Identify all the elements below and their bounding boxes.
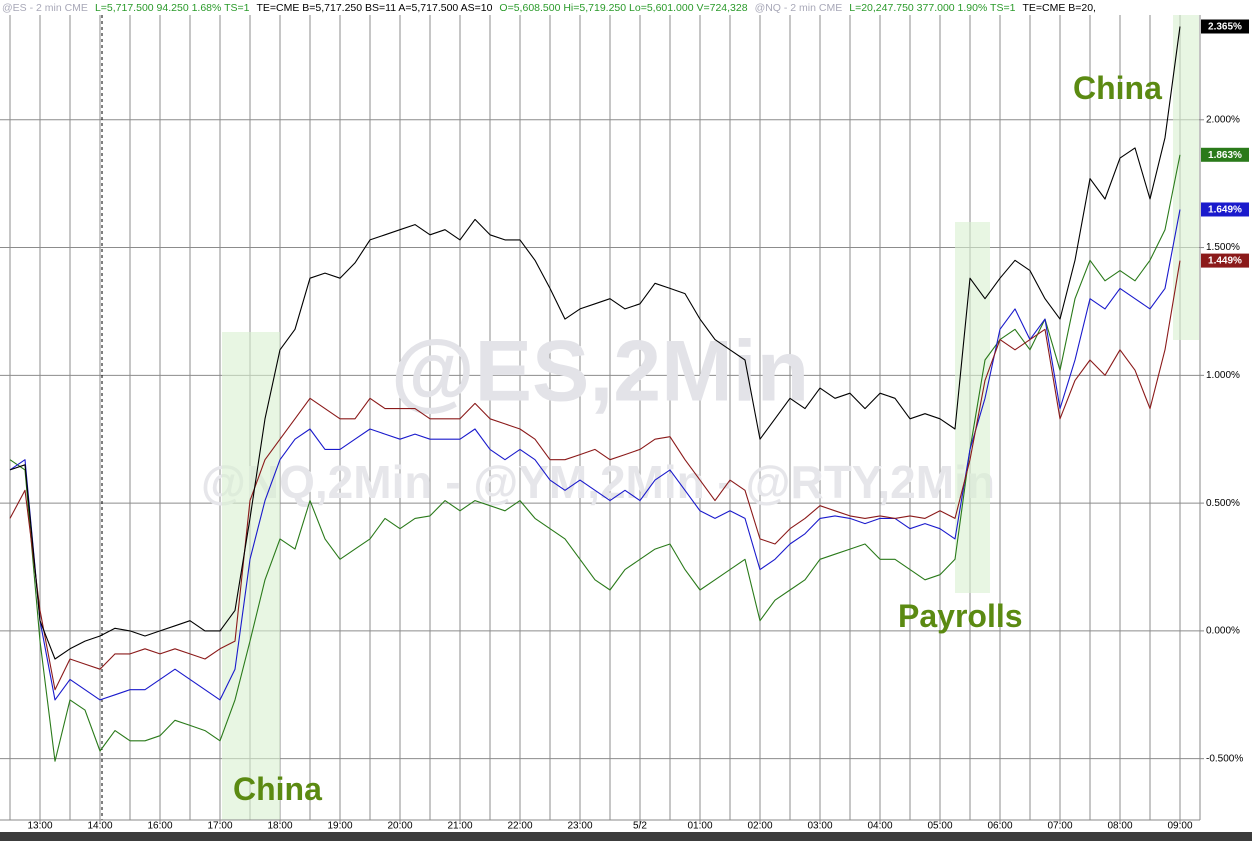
y-tick-label: 1.000% (1206, 370, 1240, 381)
last-value-tag (1201, 19, 1249, 34)
x-tick-label: 03:00 (807, 821, 832, 832)
series-line (9, 260, 1181, 691)
x-tick-label: 21:00 (447, 821, 472, 832)
y-tick-label: 1.500% (1206, 242, 1240, 253)
x-tick-label: 19:00 (327, 821, 352, 832)
last-value-label: 1.863% (1208, 150, 1242, 161)
header-segment: L=20,247.750 377.000 1.90% TS=1 (849, 2, 1015, 14)
x-tick-label: 06:00 (987, 821, 1012, 832)
last-value-tags: 1.863% 1.649% 1.449% 2.365% (1201, 19, 1249, 268)
lines (9, 26, 1181, 762)
x-tick-label: 20:00 (387, 821, 412, 832)
header-segment: O=5,608.500 Hi=5,719.250 Lo=5,601.000 V=… (499, 2, 747, 14)
x-tick-label: 13:00 (27, 821, 52, 832)
x-tick-label: 05:00 (927, 821, 952, 832)
x-tick-label: 04:00 (867, 821, 892, 832)
last-value-tag (1201, 147, 1249, 162)
x-tick-label: 23:00 (567, 821, 592, 832)
watermark-layer: @ES,2Min @NQ,2Min - @YM,2Min - @RTY,2Min (201, 324, 995, 508)
last-value-label: 1.449% (1208, 256, 1242, 267)
watermark-subtitle: @NQ,2Min - @YM,2Min - @RTY,2Min (201, 456, 995, 508)
last-value-tag (1201, 253, 1249, 268)
scrollbar (0, 832, 1252, 841)
y-tick-label: 0.000% (1206, 626, 1240, 637)
y-tick-label: 2.000% (1206, 114, 1240, 125)
series-line (9, 154, 1181, 762)
annotations: China Payrolls China (233, 70, 1162, 807)
header-segment: L=5,717.500 94.250 1.68% TS=1 (95, 2, 250, 14)
header-bar (0, 0, 1252, 15)
annotation: Payrolls (898, 598, 1023, 634)
x-tick-label: 5/2 (633, 821, 647, 832)
grid (0, 15, 1200, 820)
watermark: @ES,2Min (391, 324, 809, 420)
header-segment: @NQ - 2 min CME (755, 2, 843, 14)
annotation: China (233, 771, 322, 807)
header-segment: TE=CME B=5,717.250 BS=11 A=5,717.500 AS=… (256, 2, 492, 14)
highlight-band (222, 332, 280, 820)
annotation: China (1073, 70, 1162, 106)
x-tick-label: 09:00 (1167, 821, 1192, 832)
x-tick-label: 01:00 (687, 821, 712, 832)
header: @ES - 2 min CME L=5,717.500 94.250 1.68% … (2, 2, 1096, 14)
highlight-band (1173, 15, 1199, 340)
last-value-tag (1201, 202, 1249, 217)
header-segment: TE=CME B=20, (1022, 2, 1096, 14)
x-tick-label: 08:00 (1107, 821, 1132, 832)
series-line (9, 209, 1181, 701)
highlight-band (955, 222, 990, 593)
x-tick-label: 16:00 (147, 821, 172, 832)
last-value-label: 1.649% (1208, 205, 1242, 216)
axis-labels: -0.500% 0.000% 0.500% 1.000% 1.500% 2.000% 13:… (27, 114, 1243, 831)
x-tick-label: 07:00 (1047, 821, 1072, 832)
last-value-label: 2.365% (1208, 22, 1242, 33)
x-tick-label: 14:00 (87, 821, 112, 832)
highlight-bands (222, 15, 1199, 820)
series-line (9, 26, 1181, 660)
header-segment: @ES - 2 min CME (2, 2, 88, 14)
y-tick-label: 0.500% (1206, 498, 1240, 509)
x-tick-label: 22:00 (507, 821, 532, 832)
x-tick-label: 18:00 (267, 821, 292, 832)
x-tick-label: 02:00 (747, 821, 772, 832)
x-tick-label: 17:00 (207, 821, 232, 832)
y-tick-label: -0.500% (1206, 753, 1243, 764)
